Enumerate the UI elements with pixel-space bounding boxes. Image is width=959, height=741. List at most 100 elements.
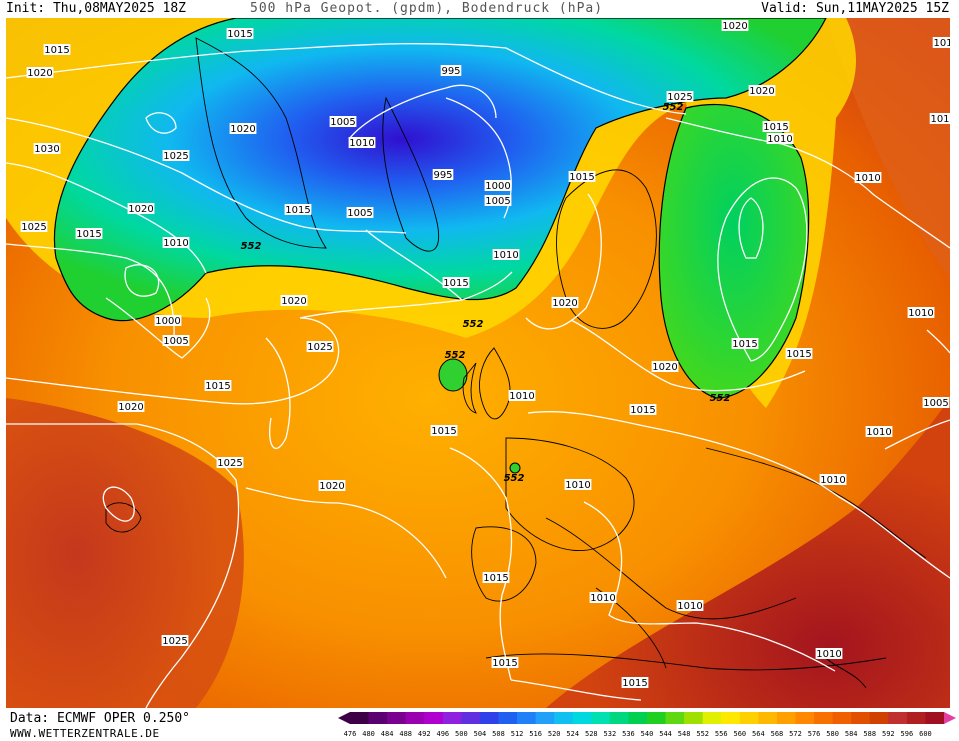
isobar-label: 1005 [485, 196, 510, 207]
isobar-label: 1005 [163, 336, 188, 347]
scale-label: 552 [696, 730, 710, 738]
valid-time: Valid: Sun,11MAY2025 15Z [761, 1, 949, 16]
isobar-label-bg [161, 635, 189, 646]
isobar-label-bg [676, 600, 704, 611]
scale-label: 484 [380, 730, 394, 738]
isobar-label: 1025 [163, 151, 188, 162]
isobar-label-bg [551, 297, 579, 308]
scale-label: 520 [547, 730, 561, 738]
scale-label: 556 [714, 730, 728, 738]
scale-swatch [702, 712, 722, 724]
scale-swatch [925, 712, 945, 724]
isobar-label: 1010 [349, 138, 374, 149]
scale-swatch [665, 712, 685, 724]
isobar-label: 1010 [767, 134, 792, 145]
isobar-label: 1010 [855, 173, 880, 184]
isobar-label: 1010 [677, 601, 702, 612]
scale-swatch [368, 712, 388, 724]
isobar-label-bg [154, 315, 182, 326]
scale-swatch [424, 712, 444, 724]
scale-swatch [684, 712, 704, 724]
isobar-label-bg [865, 426, 893, 437]
website-link[interactable]: WWW.WETTERZENTRALE.DE [10, 727, 160, 740]
isobar-label: 101 [930, 114, 949, 125]
isobar-label-bg [216, 457, 244, 468]
isobar-label-bg [33, 143, 61, 154]
header-bar: Init: Thu,08MAY2025 18Z 500 hPa Geopot. … [0, 0, 959, 18]
isobar-label-bg [127, 203, 155, 214]
isobar-label-bg [43, 44, 71, 55]
isobar-label: 1020 [552, 298, 577, 309]
scale-label: 512 [510, 730, 524, 738]
geopotential-label: 552 [504, 473, 525, 484]
isobar-label-bg [621, 677, 649, 688]
isobar-label-bg [484, 195, 512, 206]
scale-swatch [758, 712, 778, 724]
isobar-label: 1010 [590, 593, 615, 604]
isobar-label-bg [854, 172, 882, 183]
isobar-label-bg [815, 648, 843, 659]
isobar-label: 1005 [330, 117, 355, 128]
scale-label: 576 [807, 730, 821, 738]
scale-swatch [647, 712, 667, 724]
scale-arrow-left [338, 712, 350, 724]
isobar-label: 1015 [76, 229, 101, 240]
isobar-label-bg [440, 65, 462, 76]
isobar-label: 1020 [281, 296, 306, 307]
scale-swatch [869, 712, 889, 724]
isobar-label: 1025 [307, 342, 332, 353]
isobar-label: 1015 [483, 573, 508, 584]
isobar-label-bg [492, 249, 520, 260]
isobar-label: 1000 [485, 181, 510, 192]
scale-swatch [405, 712, 425, 724]
isobar-label-bg [589, 592, 617, 603]
scale-swatch [554, 712, 574, 724]
isobar-label-bg [491, 657, 519, 668]
isobar-label: 1010 [565, 480, 590, 491]
isobar-label-bg [508, 390, 536, 401]
isobar-label: 1025 [667, 92, 692, 103]
scale-label: 564 [752, 730, 765, 738]
isobar-label: 1020 [749, 86, 774, 97]
scale-label: 488 [399, 730, 413, 738]
scale-swatch [721, 712, 741, 724]
map-title: 500 hPa Geopot. (gpdm), Bodendruck (hPa) [250, 1, 604, 16]
isobar-label-bg [731, 338, 759, 349]
isobar-label-bg [346, 207, 374, 218]
isobar-label: 1015 [285, 205, 310, 216]
scale-swatch [479, 712, 499, 724]
scale-label: 496 [436, 730, 450, 738]
scale-swatch [851, 712, 871, 724]
isobar-label-bg [762, 121, 790, 132]
scale-label: 568 [770, 730, 784, 738]
isobar-label: 1010 [820, 475, 845, 486]
isobar-label: 101 [933, 38, 950, 49]
scale-label: 524 [566, 730, 580, 738]
isobar-label-bg [284, 204, 312, 215]
isobar-label: 1005 [923, 398, 948, 409]
cutoff-low-atlantic [438, 358, 468, 392]
isobar-label-bg [785, 348, 813, 359]
isobar-label: 995 [433, 170, 452, 181]
isobar-label-bg [75, 228, 103, 239]
scale-swatch [739, 712, 759, 724]
isobar-label-bg [766, 133, 794, 144]
scale-label: 596 [900, 730, 914, 738]
isobar-label-bg [226, 28, 254, 39]
isobar-label-bg [430, 425, 458, 436]
isobar-label-bg [26, 67, 54, 78]
isobar-label: 995 [441, 66, 460, 77]
scale-label: 500 [455, 730, 468, 738]
isobar-label: 1020 [128, 204, 153, 215]
isobar-label-bg [907, 307, 935, 318]
isobar-label: 1025 [217, 458, 242, 469]
isobar-label: 1015 [205, 381, 230, 392]
scale-swatch [461, 712, 481, 724]
isobar-label: 1015 [786, 349, 811, 360]
isobars [6, 43, 950, 708]
isobar-label-bg [932, 37, 950, 48]
isobar-label: 1015 [763, 122, 788, 133]
scale-label: 544 [659, 730, 672, 738]
color-scale-labels: 476 480 484 488 492 496 500 504 508 512 516 520 524 5… [344, 730, 945, 740]
scale-label: 492 [417, 730, 431, 738]
